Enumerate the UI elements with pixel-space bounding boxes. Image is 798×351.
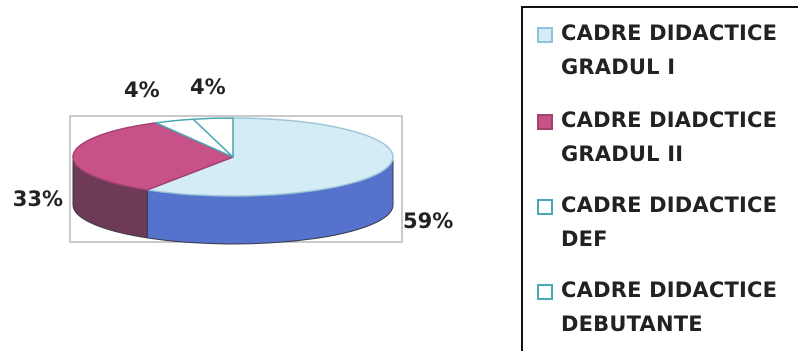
pie-slice — [192, 117, 234, 158]
pie-chart-svg: 59% 33% 4% 4% — [13, 75, 453, 245]
legend-label: CADRE DIDACTICE DEBUTANTE — [561, 273, 798, 341]
legend-label-line2: DEBUTANTE — [561, 312, 703, 336]
legend-label-line2: GRADUL I — [561, 55, 676, 79]
legend-swatch — [537, 284, 553, 300]
legend-label-line2: DEF — [561, 227, 608, 251]
legend-label: CADRE DIADCTICE GRADUL II — [561, 103, 798, 171]
legend-label: CADRE DIDACTICE GRADUL I — [561, 16, 798, 84]
data-label: 59% — [403, 209, 453, 233]
pie-chart: 59% 33% 4% 4% — [13, 75, 453, 245]
legend-label: CADRE DIDACTICE DEF — [561, 188, 798, 256]
data-label: 4% — [190, 75, 226, 99]
legend-swatch — [537, 199, 553, 215]
legend: CADRE DIDACTICE GRADUL I CADRE DIADCTICE GR… — [521, 6, 798, 351]
pie-slice — [146, 117, 394, 197]
data-label: 4% — [124, 78, 160, 102]
legend-swatch — [537, 114, 553, 130]
data-label: 33% — [13, 187, 63, 211]
legend-label-line1: CADRE DIDACTICE — [561, 278, 778, 302]
legend-label-line1: CADRE DIDACTICE — [561, 193, 778, 217]
legend-label-line1: CADRE DIADCTICE — [561, 108, 778, 132]
legend-swatch — [537, 27, 553, 43]
legend-label-line1: CADRE DIDACTICE — [561, 21, 778, 45]
legend-label-line2: GRADUL II — [561, 142, 684, 166]
